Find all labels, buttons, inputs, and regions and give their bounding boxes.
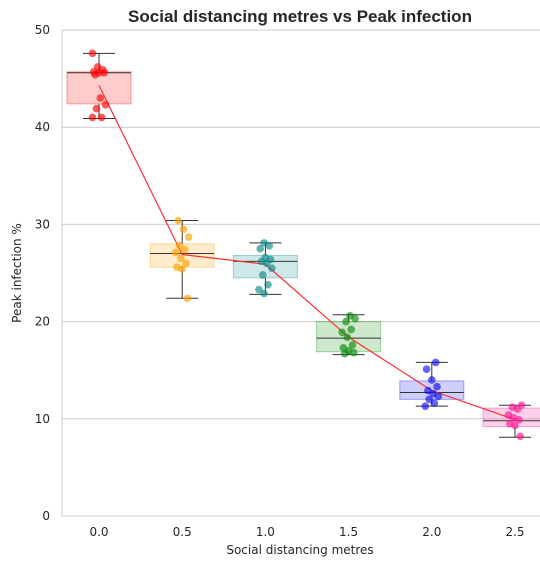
x-tick-label: 0.5	[173, 525, 192, 539]
data-point	[255, 285, 263, 294]
data-point	[343, 333, 352, 341]
data-point	[431, 358, 440, 367]
data-point	[262, 259, 271, 268]
data-point	[433, 382, 441, 391]
data-point	[100, 68, 108, 77]
data-point	[430, 399, 439, 408]
point-layer	[88, 49, 526, 441]
data-point	[88, 49, 97, 58]
data-point	[101, 101, 110, 109]
grid-layer	[62, 29, 540, 420]
data-point	[513, 405, 522, 413]
data-point	[348, 341, 357, 349]
data-point	[268, 264, 276, 272]
x-tick-label: 1.5	[339, 525, 358, 539]
x-tick-label: 1.0	[256, 525, 275, 539]
data-point	[350, 348, 358, 357]
x-tick-label: 2.5	[505, 525, 524, 539]
data-point	[178, 265, 186, 273]
data-point	[96, 94, 105, 102]
y-tick-label: 0	[42, 509, 50, 523]
data-point	[338, 328, 346, 337]
data-point	[434, 392, 443, 401]
data-point	[347, 325, 356, 334]
data-point	[171, 248, 180, 257]
data-point	[184, 233, 193, 241]
data-point	[91, 70, 99, 79]
data-point	[264, 280, 272, 289]
data-point	[265, 241, 274, 250]
data-point	[177, 254, 185, 263]
data-point	[88, 113, 97, 122]
data-point	[428, 376, 436, 384]
mean-line	[98, 85, 516, 421]
data-point	[179, 225, 188, 234]
x-tick-label: 0.0	[89, 525, 108, 539]
mean-line-layer	[98, 85, 516, 421]
y-axis-label: Peak infection %	[10, 223, 24, 323]
tick-layer: 0 10 20 30 40 50 0.0 0.5 1.0 1.5 2.0 2.5	[35, 23, 525, 539]
y-tick-label: 40	[35, 120, 50, 134]
data-point	[511, 421, 519, 430]
data-point	[515, 415, 523, 424]
data-point	[256, 244, 265, 253]
data-point	[183, 294, 192, 303]
data-point	[342, 317, 350, 326]
data-point	[425, 395, 434, 404]
data-point	[351, 314, 359, 323]
chart-title: Social distancing metres vs Peak infecti…	[128, 7, 472, 26]
data-point	[182, 259, 190, 268]
y-tick-label: 50	[35, 23, 50, 37]
x-axis-label: Social distancing metres	[226, 543, 373, 557]
y-tick-label: 20	[35, 315, 50, 329]
data-point	[92, 104, 101, 113]
data-point	[421, 402, 430, 410]
data-point	[422, 365, 431, 374]
data-point	[181, 245, 189, 254]
data-point	[259, 271, 267, 279]
data-point	[174, 216, 183, 225]
axes-layer	[61, 30, 540, 517]
data-point	[97, 113, 106, 122]
y-tick-label: 30	[35, 217, 50, 231]
data-point	[175, 241, 184, 250]
data-point	[516, 432, 524, 441]
y-tick-label: 10	[35, 412, 50, 426]
data-point	[340, 349, 349, 358]
data-point	[260, 289, 268, 298]
x-tick-label: 2.0	[422, 525, 441, 539]
